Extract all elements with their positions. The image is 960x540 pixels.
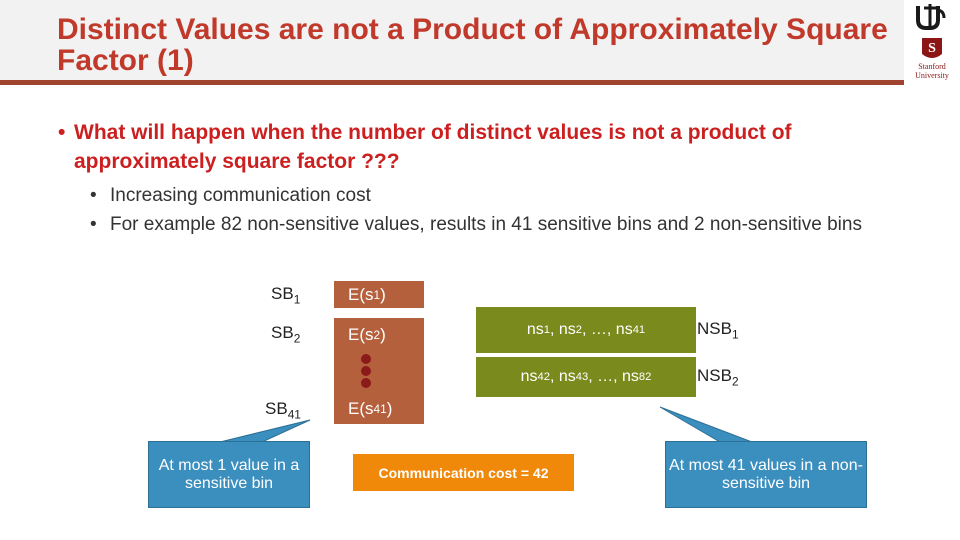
title-band bbox=[0, 0, 904, 80]
communication-cost-box: Communication cost = 42 bbox=[353, 454, 574, 491]
nsb-label-2: NSB2 bbox=[697, 366, 739, 389]
nsb-label-1: NSB1 bbox=[697, 319, 739, 342]
nonsensitive-bin-2: ns 42, ns 43, …, ns 82 bbox=[476, 357, 696, 397]
ellipsis-dot bbox=[361, 366, 371, 376]
university-logo: S Stanford University bbox=[906, 0, 958, 82]
logo-text: Stanford University bbox=[915, 62, 949, 80]
callout-nonsensitive-bin: At most 41 values in a non-sensitive bin bbox=[665, 441, 867, 508]
bullet-marker: • bbox=[58, 121, 66, 144]
callout-sensitive-bin: At most 1 value in a sensitive bin bbox=[148, 441, 310, 508]
bullet-marker: • bbox=[90, 214, 97, 235]
uci-stanford-logo-icon: S bbox=[906, 0, 958, 82]
encrypted-bin-1: E(s 1) bbox=[334, 281, 424, 308]
point-1: Increasing communication cost bbox=[110, 185, 371, 206]
svg-text:S: S bbox=[928, 41, 936, 56]
ellipsis-dot bbox=[361, 378, 371, 388]
encrypted-bin-gap bbox=[334, 352, 424, 394]
encrypted-bin-41: E(s 41) bbox=[334, 394, 424, 424]
sb-label-1: SB1 bbox=[271, 284, 301, 307]
main-question: What will happen when the number of dist… bbox=[74, 121, 792, 173]
bullet-marker: • bbox=[90, 185, 97, 206]
left-callout-pointer bbox=[219, 419, 311, 443]
point-2: For example 82 non-sensitive values, res… bbox=[110, 214, 862, 235]
ellipsis-dot bbox=[361, 354, 371, 364]
sb-label-41: SB41 bbox=[265, 399, 301, 422]
title-rule bbox=[0, 80, 904, 85]
sb-label-2: SB2 bbox=[271, 323, 301, 346]
encrypted-bin-2: E(s 2) bbox=[334, 318, 424, 352]
slide-title: Distinct Values are not a Product of App… bbox=[57, 13, 888, 77]
nonsensitive-bin-1: ns 1, ns 2, …, ns 41 bbox=[476, 307, 696, 353]
right-callout-pointer bbox=[659, 406, 753, 443]
